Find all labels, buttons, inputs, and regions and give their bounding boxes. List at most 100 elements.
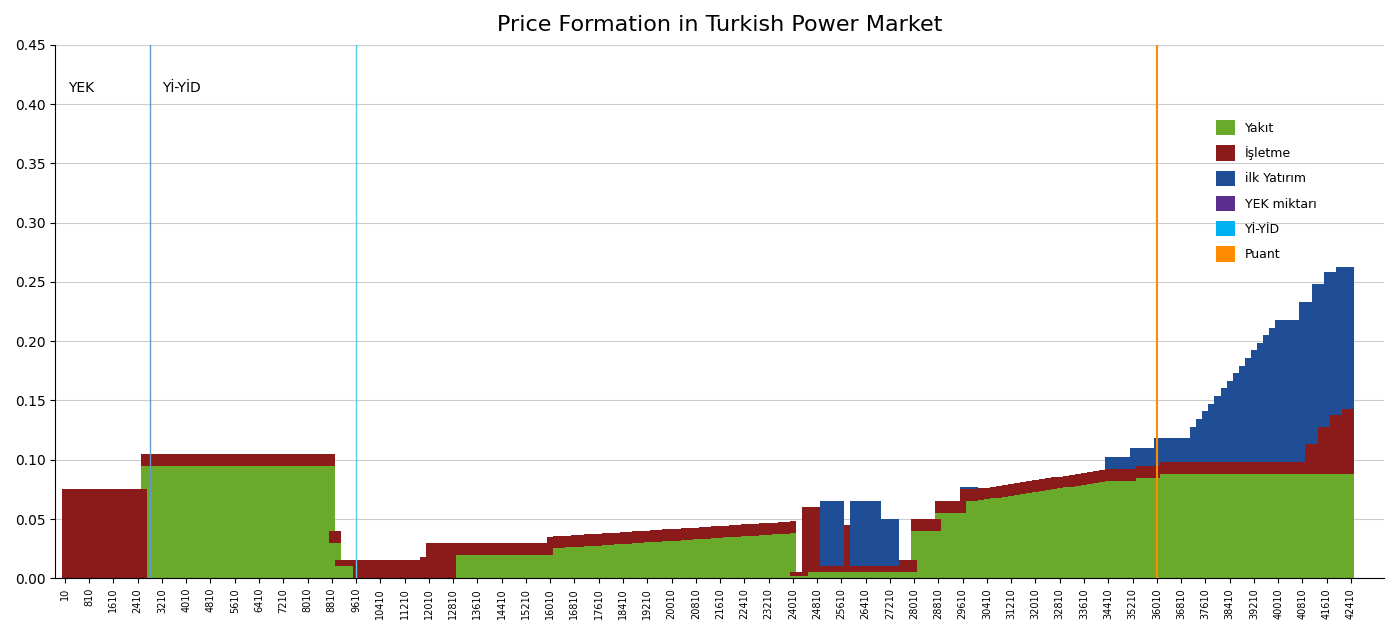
Bar xyxy=(1147,448,1154,466)
Bar xyxy=(383,560,389,578)
Bar xyxy=(492,555,498,578)
Bar xyxy=(820,501,827,566)
Bar xyxy=(269,454,274,466)
Bar xyxy=(1233,373,1238,462)
Bar xyxy=(1129,448,1136,466)
Bar xyxy=(827,573,832,578)
Bar xyxy=(869,501,874,566)
Bar xyxy=(1081,485,1087,578)
Bar xyxy=(583,534,589,547)
Bar xyxy=(1287,320,1293,462)
Bar xyxy=(1256,343,1263,462)
Bar xyxy=(1220,389,1227,462)
Bar xyxy=(856,501,863,566)
Bar xyxy=(583,547,589,578)
Bar xyxy=(656,530,662,541)
Bar xyxy=(669,529,674,541)
Bar xyxy=(420,560,425,578)
Bar xyxy=(1165,474,1172,578)
Bar xyxy=(498,555,505,578)
Bar xyxy=(1293,474,1300,578)
Bar xyxy=(869,573,874,578)
Bar xyxy=(851,573,856,578)
Bar xyxy=(516,543,523,555)
Bar xyxy=(680,528,687,540)
Bar xyxy=(353,560,360,578)
Bar xyxy=(1002,485,1009,496)
Bar xyxy=(189,466,196,578)
Bar xyxy=(905,573,911,578)
Bar xyxy=(1274,474,1281,578)
Bar xyxy=(1045,490,1051,578)
Bar xyxy=(900,573,905,578)
Bar xyxy=(347,566,353,578)
Bar xyxy=(196,454,201,466)
Bar xyxy=(243,454,250,466)
Bar xyxy=(541,543,547,555)
Bar xyxy=(893,519,900,566)
Bar xyxy=(1214,396,1220,462)
Bar xyxy=(874,525,881,573)
Bar xyxy=(887,566,893,573)
Bar xyxy=(1147,477,1154,578)
Bar xyxy=(923,531,929,578)
Bar xyxy=(171,466,178,578)
Bar xyxy=(838,566,845,573)
Bar xyxy=(201,466,207,578)
Bar xyxy=(1238,474,1245,578)
Bar xyxy=(972,501,978,578)
Bar xyxy=(1269,462,1274,474)
Bar xyxy=(1160,474,1165,578)
Bar xyxy=(1202,474,1209,578)
Bar xyxy=(201,454,207,466)
Bar xyxy=(723,538,729,578)
Bar xyxy=(827,501,832,566)
Bar xyxy=(1087,484,1093,578)
Bar xyxy=(778,534,783,578)
Bar xyxy=(87,489,92,578)
Bar xyxy=(838,573,845,578)
Bar xyxy=(1123,457,1129,469)
Bar xyxy=(1336,474,1342,578)
Bar xyxy=(511,555,516,578)
Bar xyxy=(450,543,456,555)
Bar xyxy=(505,543,511,555)
Bar xyxy=(1251,474,1256,578)
Bar xyxy=(1178,462,1184,474)
Bar xyxy=(1238,366,1245,462)
Bar xyxy=(820,566,827,573)
Bar xyxy=(469,543,474,555)
Bar xyxy=(718,526,723,538)
Bar xyxy=(881,566,887,573)
Bar xyxy=(159,454,165,466)
Bar xyxy=(1318,427,1323,474)
Bar xyxy=(1056,488,1063,578)
Bar xyxy=(729,525,736,537)
Bar xyxy=(947,501,954,513)
Bar xyxy=(589,546,596,578)
Bar xyxy=(1318,474,1323,578)
Bar xyxy=(832,573,838,578)
Bar xyxy=(1245,462,1251,474)
Bar xyxy=(1347,266,1354,409)
Bar xyxy=(571,535,578,547)
Bar xyxy=(62,489,69,578)
Bar xyxy=(996,498,1002,578)
Bar xyxy=(141,454,147,466)
Bar xyxy=(760,535,765,578)
Bar xyxy=(1154,439,1160,462)
Bar xyxy=(560,548,565,578)
Bar xyxy=(960,513,965,578)
Bar xyxy=(1038,479,1045,491)
Bar xyxy=(123,489,129,578)
Bar xyxy=(1336,409,1342,474)
Bar xyxy=(1136,448,1142,466)
Bar xyxy=(534,543,541,555)
Bar xyxy=(1233,462,1238,474)
Bar xyxy=(298,454,305,466)
Bar xyxy=(407,560,414,578)
Bar xyxy=(809,573,814,578)
Bar xyxy=(669,541,674,578)
Bar xyxy=(116,489,123,578)
Bar xyxy=(1300,474,1305,578)
